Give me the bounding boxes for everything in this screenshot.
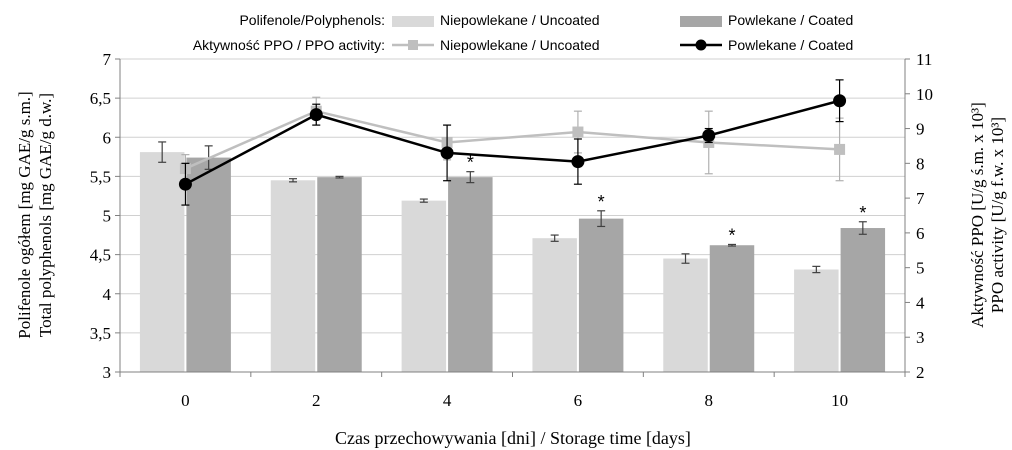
bar-uncoated — [532, 238, 577, 372]
y-right-tick-label: 7 — [916, 189, 925, 208]
line-series-group — [178, 79, 847, 206]
line-point-coated — [440, 146, 454, 160]
significance-mark: * — [598, 192, 605, 212]
x-tick-label: 4 — [443, 391, 452, 410]
line-point-uncoated — [834, 143, 846, 155]
line-point-coated — [309, 108, 323, 122]
significance-mark: * — [467, 153, 474, 173]
y-axis-left-title-line1: Polifenole ogółem [mg GAE/g s.m.] — [15, 91, 34, 338]
line-point-coated — [833, 94, 847, 108]
legend-line-uncoated-label: Niepowlekane / Uncoated — [440, 37, 600, 53]
bar-uncoated — [401, 200, 447, 372]
y-left-tick-label: 3,5 — [90, 324, 111, 343]
legend-line-uncoated-marker — [408, 40, 418, 50]
x-tick-label: 2 — [312, 391, 321, 410]
y-right-tick-label: 6 — [916, 224, 925, 243]
y-left-tick-label: 5 — [103, 207, 112, 226]
line-point-uncoated — [572, 126, 584, 138]
bar-uncoated — [794, 269, 839, 372]
y-right-tick-label: 10 — [916, 85, 933, 104]
significance-mark: * — [728, 225, 735, 245]
line-point-coated — [571, 155, 585, 169]
y-axis-left-title-line2: Total polyphenols [mg GAE/g d.w.] — [36, 93, 55, 337]
x-axis-title: Czas przechowywania [dni] / Storage time… — [335, 428, 691, 448]
legend-bar-coated-label: Powlekane / Coated — [728, 12, 853, 28]
bar-uncoated — [270, 180, 316, 372]
y-right-tick-label: 5 — [916, 259, 925, 278]
y-right-tick-label: 3 — [916, 328, 925, 347]
y-right-tick-label: 9 — [916, 120, 925, 139]
bar-uncoated — [663, 258, 708, 372]
significance-mark: * — [859, 203, 866, 223]
bar-coated — [709, 245, 755, 372]
axes: 3 3,5 4 4,5 5 5,5 6 6,5 7 2 3 4 5 6 7 8 9 10 11 0 2 4 6 8 10 — [90, 50, 933, 410]
bar-coated — [186, 157, 231, 372]
bar-series-group: * * * * — [139, 141, 886, 372]
y-right-tick-label: 2 — [916, 363, 925, 382]
legend: Polifenole/Polyphenols: Niepowlekane / U… — [193, 12, 853, 53]
legend-bar-uncoated-swatch — [392, 16, 434, 27]
bar-uncoated — [139, 152, 185, 372]
y-axis-right-title-line2: PPO activity [U/g f.w. x 10³] — [988, 117, 1007, 313]
y-axis-right-title-line1: Aktywność PPO [U/g ś.m. x 10³] — [968, 102, 987, 328]
series-line-coated — [184, 99, 840, 186]
x-tick-label: 10 — [831, 391, 848, 410]
legend-bar-uncoated-label: Niepowlekane / Uncoated — [440, 12, 600, 28]
x-tick-label: 6 — [574, 391, 583, 410]
legend-row1-label: Polifenole/Polyphenols: — [239, 12, 385, 28]
bar-coated — [317, 177, 362, 372]
y-left-tick-label: 4 — [103, 285, 112, 304]
x-tick-label: 0 — [181, 391, 190, 410]
legend-row2-label: Aktywność PPO / PPO activity: — [193, 37, 385, 53]
y-left-tick-label: 5,5 — [90, 167, 111, 186]
line-point-coated — [178, 177, 192, 191]
line-point-coated — [702, 129, 716, 143]
series-line-uncoated — [184, 109, 840, 170]
y-right-tick-label: 8 — [916, 154, 925, 173]
y-left-tick-label: 3 — [103, 363, 112, 382]
gridlines — [120, 58, 905, 334]
legend-line-coated-marker — [695, 39, 707, 51]
legend-line-coated-label: Powlekane / Coated — [728, 37, 853, 53]
y-left-tick-label: 7 — [103, 50, 112, 69]
bar-coated — [448, 177, 493, 372]
y-right-tick-label: 4 — [916, 293, 925, 312]
y-left-tick-label: 4,5 — [90, 246, 111, 265]
y-right-tick-label: 11 — [916, 50, 932, 69]
bar-coated — [578, 218, 624, 372]
y-left-tick-label: 6 — [103, 128, 112, 147]
legend-bar-coated-swatch — [680, 16, 722, 27]
y-left-tick-label: 6,5 — [90, 89, 111, 108]
bar-coated — [840, 228, 886, 372]
x-tick-label: 8 — [705, 391, 714, 410]
